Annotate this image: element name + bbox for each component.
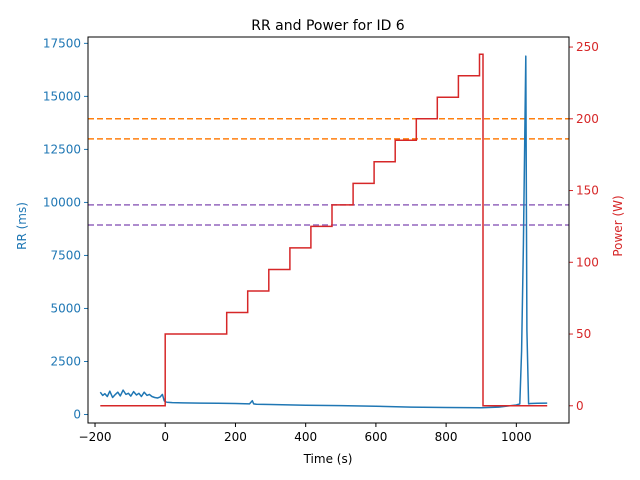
y-right-tick-label: 50 bbox=[576, 327, 591, 341]
y-left-tick-label: 7500 bbox=[50, 248, 81, 262]
y-axis-left: 0 2500 5000 7500 10000 12500 15000 17500 bbox=[43, 36, 88, 422]
x-tick-label: 600 bbox=[364, 430, 387, 444]
y-right-tick-label: 250 bbox=[576, 40, 599, 54]
y-right-tick-label: 100 bbox=[576, 255, 599, 269]
x-tick-label: 800 bbox=[435, 430, 458, 444]
x-tick-label: −200 bbox=[79, 430, 112, 444]
chart-title: RR and Power for ID 6 bbox=[251, 18, 405, 34]
x-tick-label: 0 bbox=[161, 430, 169, 444]
y-right-tick-label: 0 bbox=[576, 399, 584, 413]
y-left-tick-label: 15000 bbox=[43, 89, 81, 103]
plot-frame bbox=[87, 36, 570, 424]
plot-area bbox=[88, 53, 569, 409]
y-left-tick-label: 12500 bbox=[43, 142, 81, 156]
x-tick-label: 200 bbox=[224, 430, 247, 444]
rr-series-line bbox=[99, 55, 548, 409]
x-tick-label: 400 bbox=[294, 430, 317, 444]
y-left-tick-label: 0 bbox=[73, 408, 81, 422]
x-axis: −200 0 200 400 600 800 1000 bbox=[79, 423, 532, 444]
y-left-tick-label: 2500 bbox=[50, 354, 81, 368]
y-axis-right-label: Power (W) bbox=[611, 195, 625, 256]
x-axis-label: Time (s) bbox=[303, 452, 353, 466]
y-axis-right: 0 50 100 150 200 250 bbox=[569, 40, 599, 413]
y-left-tick-label: 5000 bbox=[50, 301, 81, 315]
x-tick-label: 1000 bbox=[501, 430, 532, 444]
y-axis-left-label: RR (ms) bbox=[15, 202, 29, 250]
y-right-tick-label: 150 bbox=[576, 184, 599, 198]
power-series-line bbox=[100, 53, 548, 407]
y-left-tick-label: 17500 bbox=[43, 36, 81, 50]
y-left-tick-label: 10000 bbox=[43, 195, 81, 209]
y-right-tick-label: 200 bbox=[576, 112, 599, 126]
